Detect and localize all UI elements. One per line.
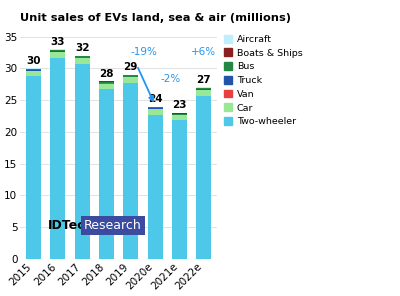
Bar	[50, 58, 65, 259]
Text: 24: 24	[148, 94, 162, 104]
Bar	[50, 49, 65, 50]
Bar	[99, 84, 114, 89]
Bar	[50, 50, 65, 51]
Bar	[196, 88, 211, 89]
Bar	[148, 108, 163, 109]
Bar	[172, 120, 187, 259]
Bar	[196, 96, 211, 259]
Bar	[26, 69, 41, 70]
Bar	[26, 71, 41, 76]
Bar	[123, 83, 138, 259]
Text: 29: 29	[124, 62, 138, 72]
Bar	[99, 81, 114, 82]
Bar	[99, 89, 114, 259]
Text: 33: 33	[51, 37, 65, 47]
Text: +6%: +6%	[191, 47, 216, 57]
Bar	[123, 75, 138, 77]
Bar	[172, 113, 187, 115]
Text: 28: 28	[99, 69, 114, 79]
Bar	[75, 56, 90, 57]
Bar	[75, 64, 90, 259]
Text: -19%: -19%	[131, 47, 158, 57]
Text: -2%: -2%	[161, 74, 181, 84]
Bar	[172, 115, 187, 120]
Bar	[148, 109, 163, 115]
Bar	[75, 58, 90, 64]
Text: 27: 27	[196, 75, 211, 85]
Bar	[26, 70, 41, 71]
Bar	[99, 83, 114, 84]
Bar	[123, 77, 138, 83]
Bar	[148, 115, 163, 259]
Text: 30: 30	[26, 56, 41, 66]
Text: Unit sales of EVs land, sea & air (millions): Unit sales of EVs land, sea & air (milli…	[20, 13, 291, 23]
Bar	[26, 76, 41, 259]
Bar	[99, 82, 114, 83]
Bar	[50, 51, 65, 52]
Text: IDTechEx: IDTechEx	[48, 219, 111, 232]
Bar	[196, 89, 211, 90]
Text: 32: 32	[75, 43, 90, 53]
Legend: Aircraft, Boats & Ships, Bus, Truck, Van, Car, Two-wheeler: Aircraft, Boats & Ships, Bus, Truck, Van…	[224, 35, 303, 126]
Bar	[196, 90, 211, 96]
Bar	[148, 107, 163, 108]
Bar	[75, 57, 90, 58]
Bar	[50, 52, 65, 58]
Text: 23: 23	[172, 100, 187, 110]
Bar	[26, 68, 41, 69]
Text: Research: Research	[84, 219, 142, 232]
